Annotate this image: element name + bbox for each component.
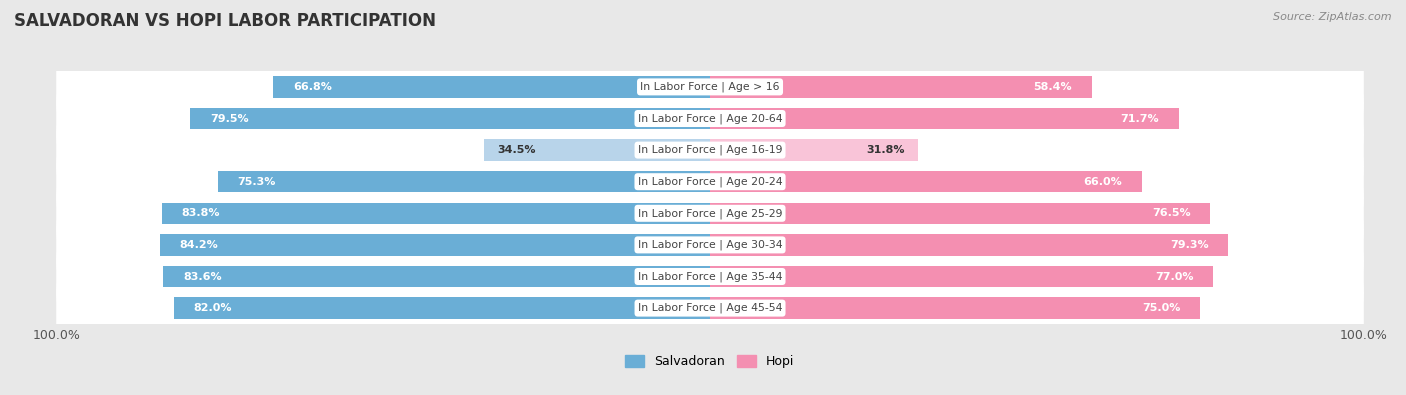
Text: 79.3%: 79.3% xyxy=(1170,240,1209,250)
Text: 58.4%: 58.4% xyxy=(1033,82,1073,92)
Text: In Labor Force | Age 25-29: In Labor Force | Age 25-29 xyxy=(638,208,782,218)
Text: 82.0%: 82.0% xyxy=(194,303,232,313)
Legend: Salvadoran, Hopi: Salvadoran, Hopi xyxy=(620,350,800,373)
Bar xyxy=(218,171,710,192)
Text: In Labor Force | Age 35-44: In Labor Force | Age 35-44 xyxy=(638,271,782,282)
Bar xyxy=(710,139,918,161)
Bar xyxy=(163,266,710,287)
Text: In Labor Force | Age 20-64: In Labor Force | Age 20-64 xyxy=(638,113,782,124)
Text: In Labor Force | Age 20-24: In Labor Force | Age 20-24 xyxy=(638,177,782,187)
Text: 66.0%: 66.0% xyxy=(1083,177,1122,187)
Text: 75.3%: 75.3% xyxy=(238,177,276,187)
Bar xyxy=(710,76,1092,98)
Bar xyxy=(159,234,710,256)
FancyBboxPatch shape xyxy=(56,88,1364,149)
Bar xyxy=(162,203,710,224)
Text: 75.0%: 75.0% xyxy=(1143,303,1181,313)
Text: In Labor Force | Age > 16: In Labor Force | Age > 16 xyxy=(640,82,780,92)
Text: Source: ZipAtlas.com: Source: ZipAtlas.com xyxy=(1274,12,1392,22)
Text: 79.5%: 79.5% xyxy=(209,113,249,124)
Bar xyxy=(710,203,1211,224)
Bar xyxy=(190,108,710,129)
Bar xyxy=(710,108,1178,129)
Text: 84.2%: 84.2% xyxy=(179,240,218,250)
Text: 83.8%: 83.8% xyxy=(181,208,221,218)
FancyBboxPatch shape xyxy=(56,151,1364,212)
Text: SALVADORAN VS HOPI LABOR PARTICIPATION: SALVADORAN VS HOPI LABOR PARTICIPATION xyxy=(14,12,436,30)
Bar xyxy=(710,171,1142,192)
FancyBboxPatch shape xyxy=(56,278,1364,339)
Text: 71.7%: 71.7% xyxy=(1121,113,1159,124)
Text: 31.8%: 31.8% xyxy=(866,145,905,155)
Text: 76.5%: 76.5% xyxy=(1152,208,1191,218)
Text: In Labor Force | Age 30-34: In Labor Force | Age 30-34 xyxy=(638,240,782,250)
Text: 83.6%: 83.6% xyxy=(183,271,222,282)
Bar xyxy=(485,139,710,161)
FancyBboxPatch shape xyxy=(56,120,1364,181)
Text: In Labor Force | Age 45-54: In Labor Force | Age 45-54 xyxy=(638,303,782,313)
Text: 34.5%: 34.5% xyxy=(498,145,536,155)
FancyBboxPatch shape xyxy=(56,246,1364,307)
Bar xyxy=(273,76,710,98)
FancyBboxPatch shape xyxy=(56,56,1364,117)
FancyBboxPatch shape xyxy=(56,214,1364,275)
Bar xyxy=(710,297,1201,319)
Bar xyxy=(174,297,710,319)
FancyBboxPatch shape xyxy=(56,183,1364,244)
Text: 77.0%: 77.0% xyxy=(1156,271,1194,282)
Text: In Labor Force | Age 16-19: In Labor Force | Age 16-19 xyxy=(638,145,782,155)
Text: 66.8%: 66.8% xyxy=(292,82,332,92)
Bar xyxy=(710,234,1229,256)
Bar xyxy=(710,266,1213,287)
